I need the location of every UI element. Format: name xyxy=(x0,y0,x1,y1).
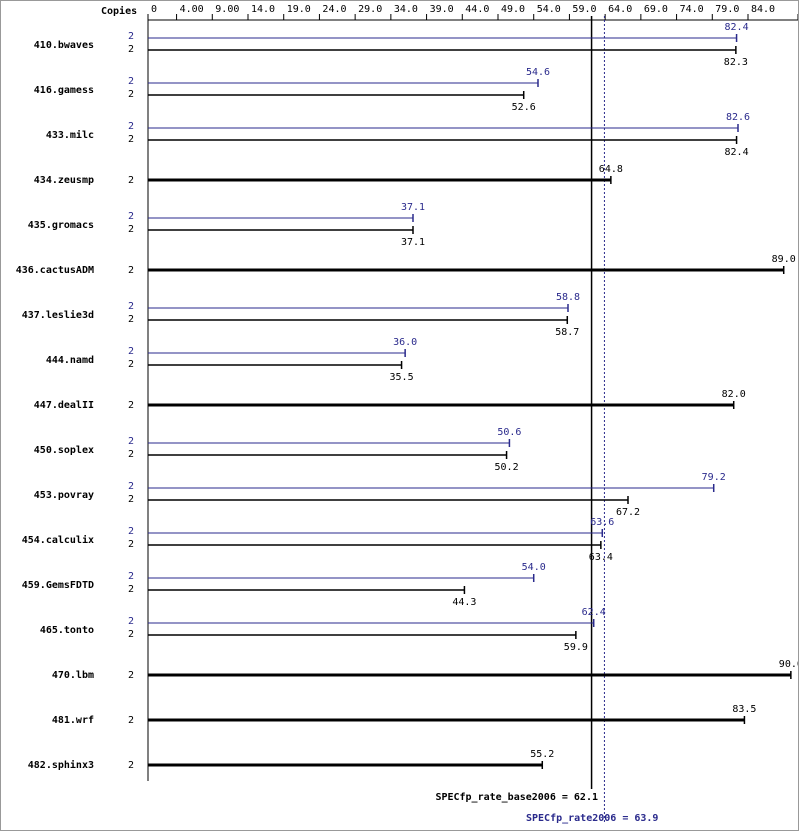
value-label: 63.6 xyxy=(590,517,614,528)
category-label: 454.calculix xyxy=(22,534,94,546)
x-tick-label: 44.0 xyxy=(465,4,489,15)
copies: 2 xyxy=(128,175,134,186)
value-label: 44.3 xyxy=(452,597,476,608)
copies: 2 xyxy=(128,346,134,357)
reference-label: SPECfp_rate_base2006 = 62.1 xyxy=(435,792,598,803)
category-label: 436.cactusADM xyxy=(16,265,94,276)
copies: 2 xyxy=(128,539,134,550)
value-label: 54.6 xyxy=(526,67,550,78)
x-tick-label: 69.0 xyxy=(644,4,668,15)
value-label: 59.9 xyxy=(564,642,588,653)
copies: 2 xyxy=(128,121,134,132)
copies: 2 xyxy=(128,359,134,370)
category-label: 482.sphinx3 xyxy=(28,759,94,771)
copies: 2 xyxy=(128,526,134,537)
x-tick-label: 24.0 xyxy=(322,4,346,15)
value-label: 36.0 xyxy=(393,337,417,348)
copies: 2 xyxy=(128,436,134,447)
x-tick-label: 59.0 xyxy=(572,4,596,15)
copies: 2 xyxy=(128,314,134,325)
value-label: 37.1 xyxy=(401,237,425,248)
x-tick-label: 64.0 xyxy=(608,4,632,15)
x-tick-label: 49.0 xyxy=(501,4,525,15)
value-label: 52.6 xyxy=(512,102,536,113)
value-label: 50.2 xyxy=(495,462,519,473)
value-label: 63.4 xyxy=(589,552,613,563)
category-label: 450.soplex xyxy=(34,445,94,456)
category-label: 416.gamess xyxy=(34,85,94,96)
copies: 2 xyxy=(128,134,134,145)
value-label: 58.7 xyxy=(555,327,579,338)
copies-header: Copies xyxy=(101,5,137,17)
value-label: 82.4 xyxy=(725,22,749,33)
x-tick-label: 29.0 xyxy=(358,4,382,15)
value-label: 55.2 xyxy=(530,749,554,760)
category-label: 465.tonto xyxy=(40,625,94,636)
reference-label: SPECfp_rate2006 = 63.9 xyxy=(526,813,658,824)
category-label: 459.GemsFDTD xyxy=(22,580,94,591)
copies: 2 xyxy=(128,301,134,312)
category-label: 433.milc xyxy=(46,129,94,141)
x-tick-label: 34.0 xyxy=(394,4,418,15)
category-label: 434.zeusmp xyxy=(34,175,94,186)
copies: 2 xyxy=(128,449,134,460)
x-tick-label: 4.00 xyxy=(180,4,204,15)
value-label: 35.5 xyxy=(390,372,414,383)
value-label: 82.3 xyxy=(724,57,748,68)
value-label: 64.8 xyxy=(599,164,623,175)
value-label: 82.4 xyxy=(725,147,749,158)
value-label: 83.5 xyxy=(732,704,756,715)
x-tick-label: 79.0 xyxy=(715,4,739,15)
value-label: 54.0 xyxy=(522,562,546,573)
value-label: 37.1 xyxy=(401,202,425,213)
copies: 2 xyxy=(128,224,134,235)
x-tick-label: 39.0 xyxy=(430,4,454,15)
x-tick-label: 84.0 xyxy=(751,4,775,15)
copies: 2 xyxy=(128,715,134,726)
copies: 2 xyxy=(128,494,134,505)
copies: 2 xyxy=(128,31,134,42)
value-label: 82.0 xyxy=(722,389,746,400)
category-label: 453.povray xyxy=(34,490,94,501)
copies: 2 xyxy=(128,89,134,100)
copies: 2 xyxy=(128,265,134,276)
copies: 2 xyxy=(128,44,134,55)
value-label: 50.6 xyxy=(497,427,521,438)
copies: 2 xyxy=(128,616,134,627)
value-label: 67.2 xyxy=(616,507,640,518)
value-label: 82.6 xyxy=(726,112,750,123)
x-tick-label: 54.0 xyxy=(537,4,561,15)
copies: 2 xyxy=(128,571,134,582)
copies: 2 xyxy=(128,760,134,771)
value-label: 79.2 xyxy=(702,472,726,483)
copies: 2 xyxy=(128,584,134,595)
x-tick-label: 19.0 xyxy=(287,4,311,15)
category-label: 437.leslie3d xyxy=(22,309,94,321)
x-tick-label: 9.00 xyxy=(215,4,239,15)
x-tick-label: 0 xyxy=(151,4,157,15)
category-label: 410.bwaves xyxy=(34,40,94,51)
copies: 2 xyxy=(128,670,134,681)
category-label: 435.gromacs xyxy=(28,220,94,231)
category-label: 470.lbm xyxy=(52,670,94,681)
value-label: 90.0 xyxy=(779,659,798,670)
x-tick-label: 74.0 xyxy=(680,4,704,15)
x-tick-label: 14.0 xyxy=(251,4,275,15)
copies: 2 xyxy=(128,211,134,222)
copies: 2 xyxy=(128,629,134,640)
category-label: 481.wrf xyxy=(52,715,94,726)
value-label: 62.4 xyxy=(582,607,606,618)
copies: 2 xyxy=(128,400,134,411)
category-label: 444.namd xyxy=(46,355,94,366)
category-label: 447.dealII xyxy=(34,400,94,411)
copies: 2 xyxy=(128,76,134,87)
copies: 2 xyxy=(128,481,134,492)
value-label: 89.0 xyxy=(772,254,796,265)
value-label: 58.8 xyxy=(556,292,580,303)
